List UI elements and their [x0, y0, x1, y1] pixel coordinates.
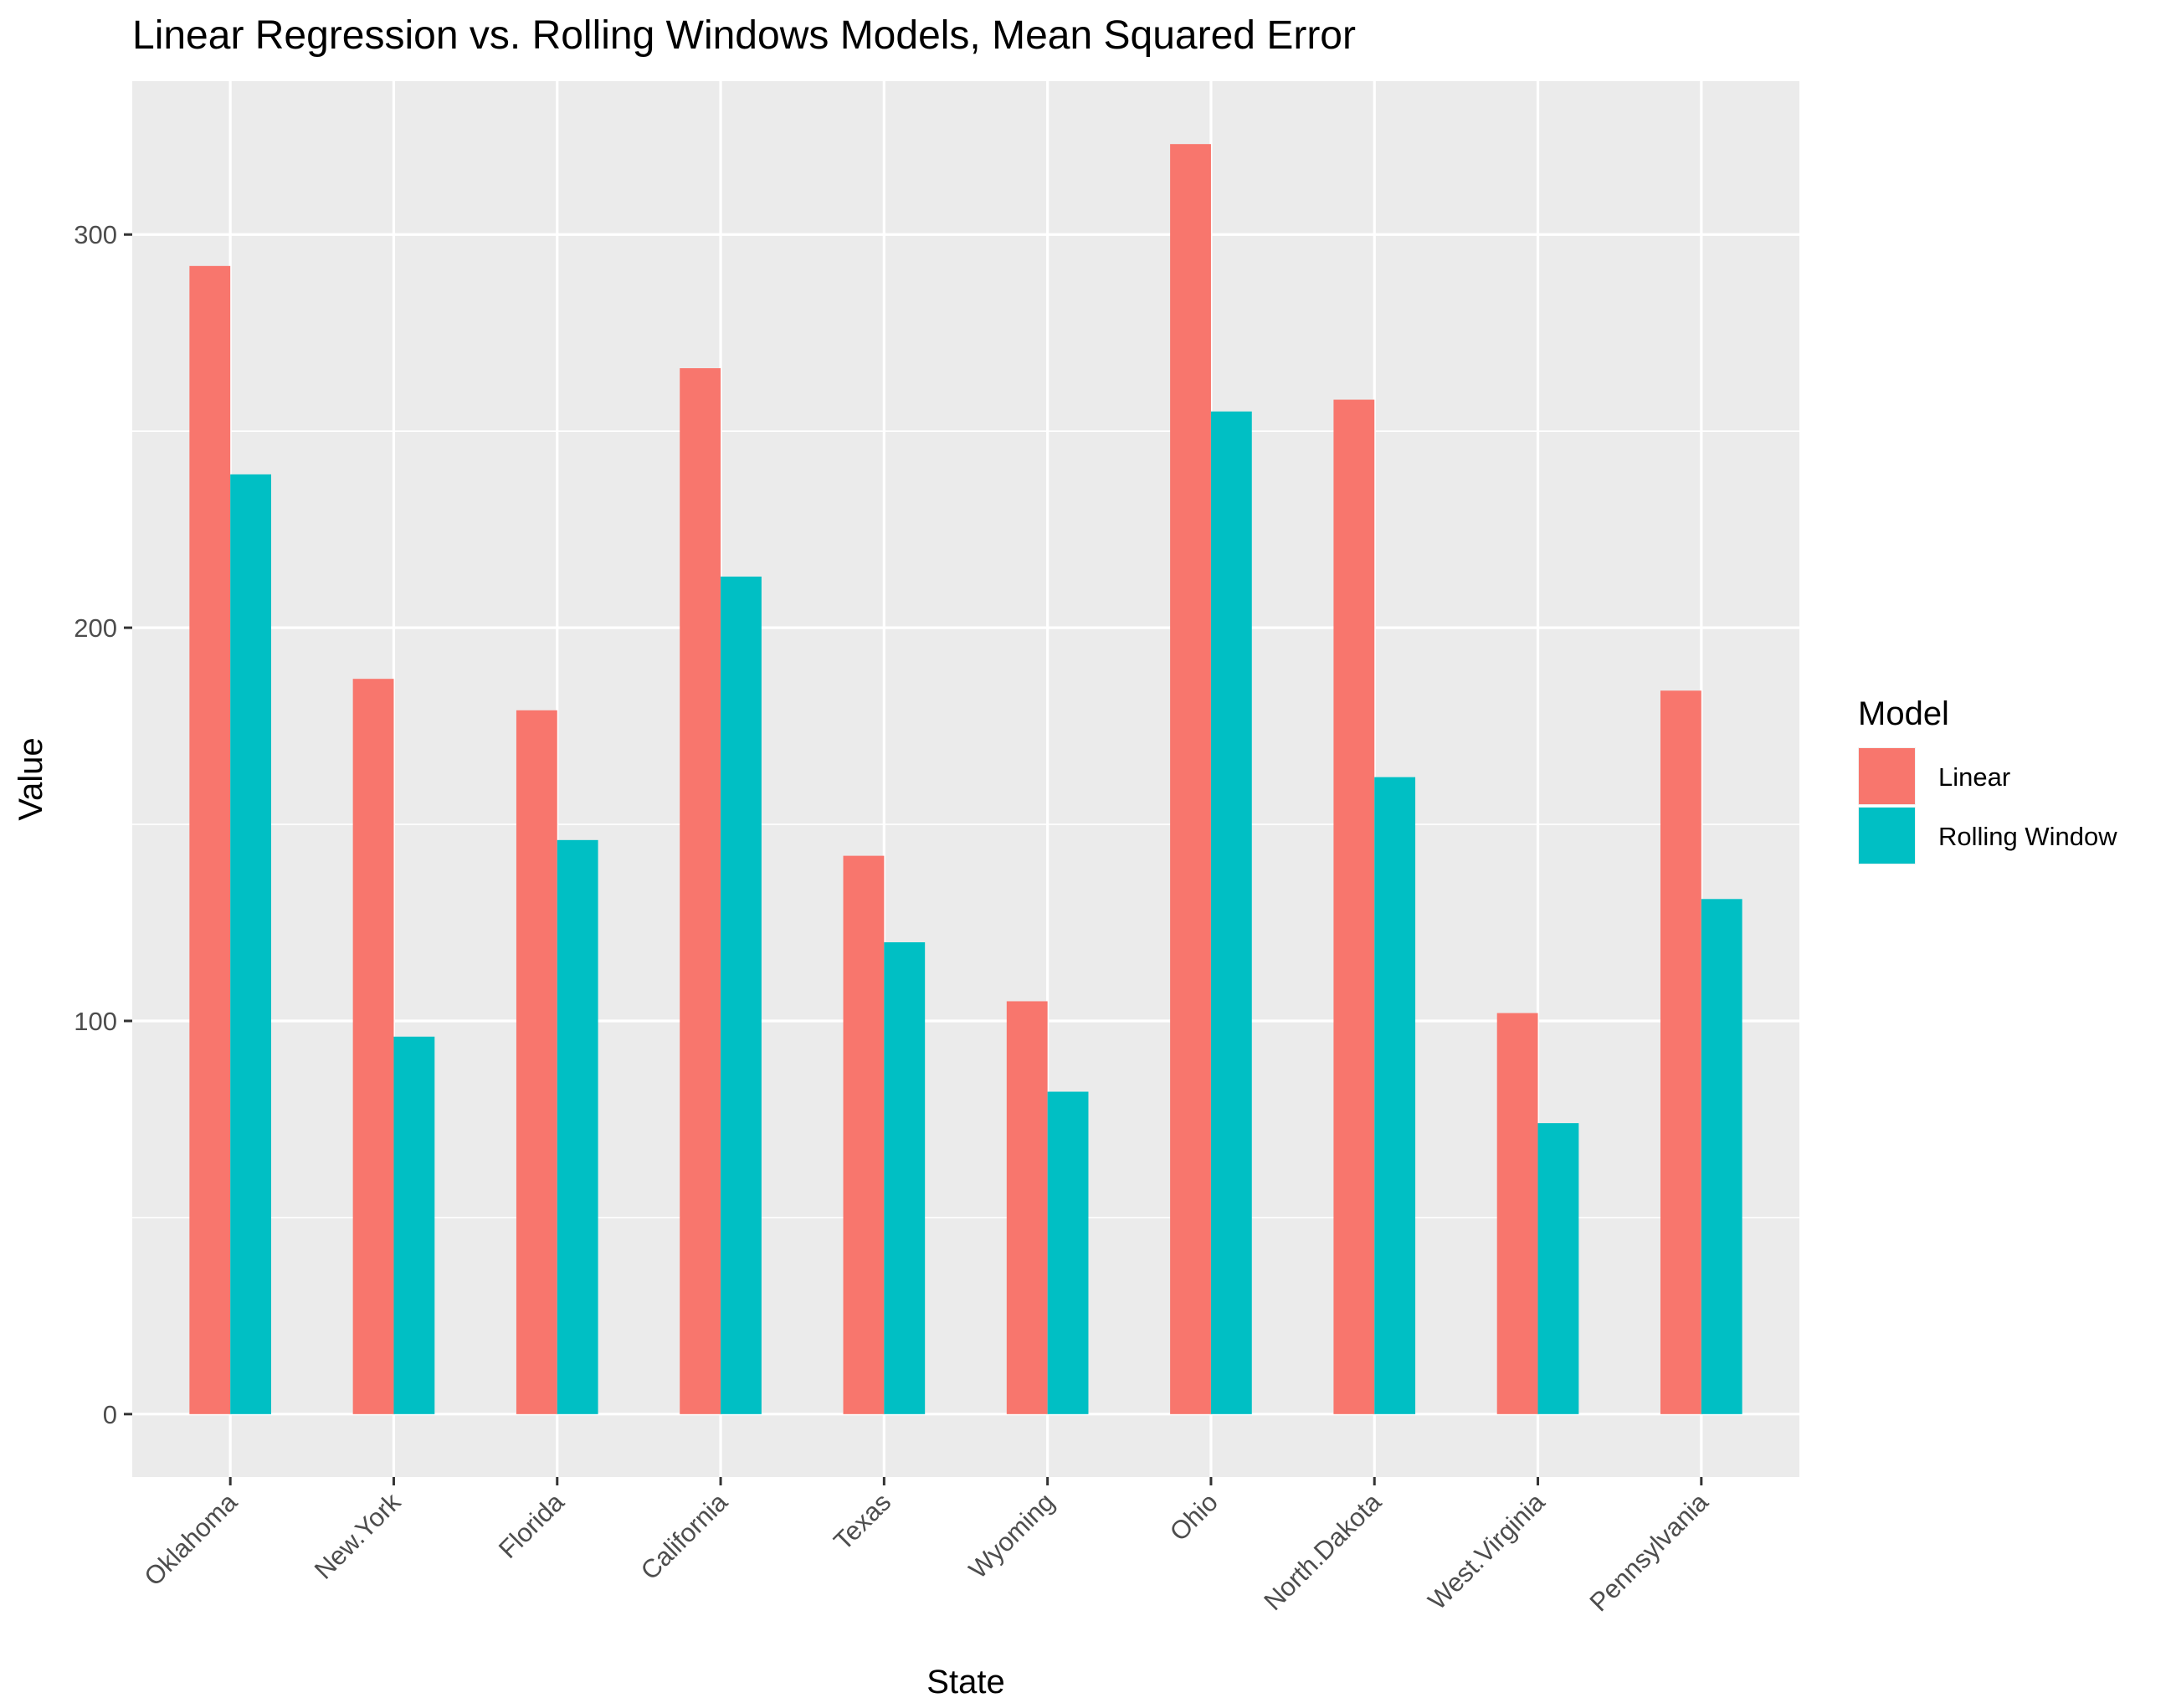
- bar-rolling-window-3: [721, 577, 762, 1414]
- bar-rolling-window-8: [1537, 1123, 1579, 1414]
- bars: [189, 144, 1742, 1414]
- legend: Model Linear Rolling Window: [1858, 695, 2117, 864]
- bar-rolling-window-9: [1701, 899, 1742, 1414]
- x-tick-label: North.Dakota: [1258, 1487, 1387, 1616]
- bar-linear-8: [1496, 1013, 1538, 1414]
- legend-label: Rolling Window: [1938, 822, 2117, 851]
- bar-linear-9: [1660, 690, 1701, 1414]
- x-tick-label: Texas: [828, 1487, 896, 1556]
- bar-linear-5: [1006, 1001, 1048, 1414]
- bar-rolling-window-0: [230, 474, 271, 1414]
- legend-swatch: [1859, 808, 1915, 864]
- bar-linear-0: [189, 265, 231, 1414]
- bar-rolling-window-1: [393, 1036, 435, 1414]
- bar-linear-7: [1333, 399, 1375, 1414]
- bar-rolling-window-5: [1047, 1091, 1089, 1414]
- x-tick-label: West.Virginia: [1422, 1487, 1551, 1616]
- y-tick-label: 100: [74, 1007, 117, 1036]
- y-tick-label: 300: [74, 220, 117, 249]
- bar-rolling-window-4: [884, 941, 926, 1414]
- legend-title: Model: [1858, 695, 1949, 732]
- legend-items: Linear Rolling Window: [1858, 747, 2117, 864]
- bar-rolling-window-6: [1210, 411, 1252, 1414]
- bar-rolling-window-2: [557, 839, 598, 1414]
- legend-label: Linear: [1938, 762, 2010, 792]
- legend-swatch: [1859, 748, 1915, 804]
- x-tick-label: Florida: [493, 1487, 570, 1564]
- chart-title: Linear Regression vs. Rolling Windows Mo…: [132, 13, 1356, 58]
- bar-rolling-window-7: [1374, 777, 1416, 1414]
- bar-linear-3: [680, 367, 721, 1414]
- y-tick-label: 0: [103, 1400, 117, 1429]
- x-tick-label: Pennsylvania: [1584, 1487, 1715, 1618]
- x-axis-title: State: [926, 1664, 1004, 1700]
- bar-linear-6: [1170, 144, 1211, 1414]
- x-tick-label: Ohio: [1164, 1487, 1224, 1546]
- x-axis: Oklahoma New.York Florida California Texas Wy…: [138, 1477, 1714, 1617]
- x-tick-label: Wyoming: [963, 1487, 1060, 1584]
- y-axis-title: Value: [13, 737, 49, 820]
- y-tick-label: 200: [74, 613, 117, 643]
- x-tick-label: Oklahoma: [138, 1487, 243, 1592]
- x-tick-label: California: [635, 1487, 734, 1586]
- x-tick-label: New.York: [309, 1487, 407, 1585]
- bar-linear-1: [352, 679, 394, 1414]
- bar-linear-2: [516, 710, 557, 1414]
- y-axis: 0 100 200 300: [74, 220, 132, 1429]
- bar-linear-4: [843, 855, 885, 1414]
